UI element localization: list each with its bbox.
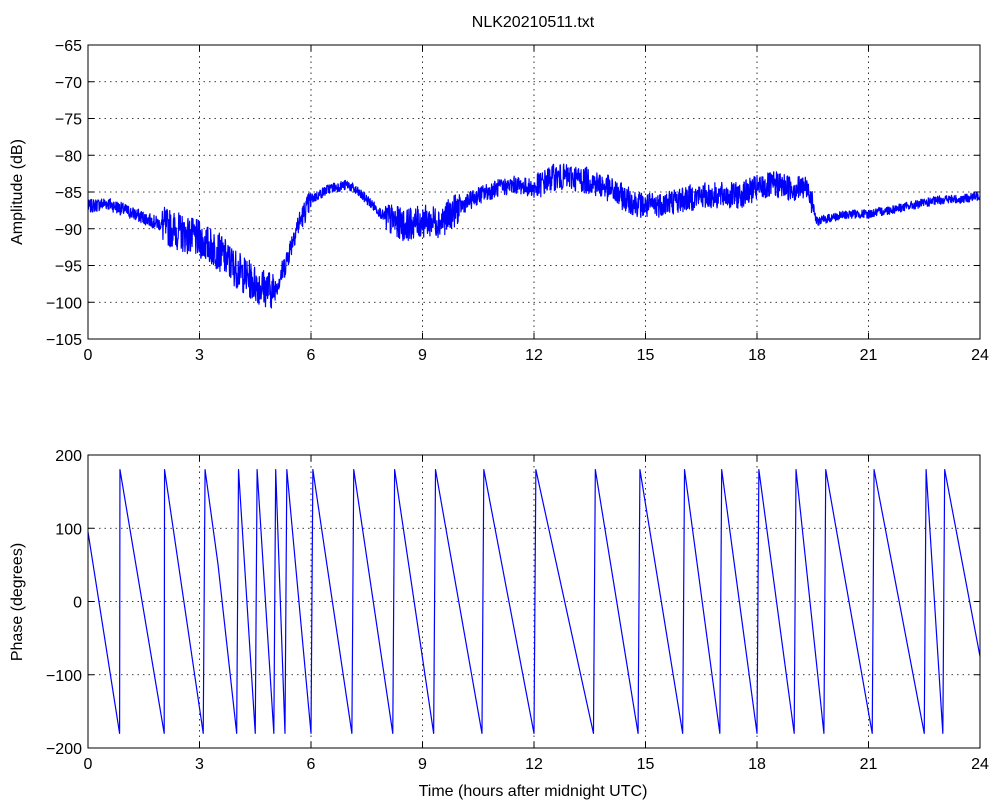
phase-x-tick-label: 21 <box>860 756 878 773</box>
amplitude-grid <box>88 45 980 339</box>
phase-y-tick-label: −100 <box>46 668 82 685</box>
amplitude-x-tick-label: 3 <box>195 347 204 364</box>
phase-panel: Phase (degrees) Time (hours after midnig… <box>9 448 989 800</box>
phase-x-tick-label: 18 <box>748 756 766 773</box>
amplitude-y-tick-label: −105 <box>46 332 82 349</box>
amplitude-x-tick-label: 24 <box>971 347 989 364</box>
phase-axes: 0 3 6 9 12 15 18 21 24 −200 −100 0 100 200 <box>46 448 989 773</box>
amplitude-y-tick-label: −65 <box>55 38 82 55</box>
amplitude-axes: 0 3 6 9 12 15 18 21 24 −105 −100 −95 −90 −85 −80 −75 −70… <box>46 38 989 364</box>
amplitude-y-tick-label: −80 <box>55 148 82 165</box>
phase-y-tick-label: 200 <box>55 448 82 465</box>
amplitude-x-tick-label: 0 <box>84 347 93 364</box>
amplitude-plot-area <box>87 163 981 309</box>
amplitude-x-tick-label: 9 <box>418 347 427 364</box>
phase-x-tick-label: 6 <box>307 756 316 773</box>
phase-x-tick-label: 24 <box>971 756 989 773</box>
phase-x-tick-label: 3 <box>195 756 204 773</box>
amplitude-y-tick-label: −100 <box>46 295 82 312</box>
amplitude-y-tick-label: −75 <box>55 112 82 129</box>
amplitude-y-tick-label: −90 <box>55 222 82 239</box>
phase-y-tick-label: 0 <box>73 595 82 612</box>
amplitude-panel: NLK20210511.txt Amplitude (dB) 0 3 6 9 12 15 1… <box>9 14 989 364</box>
phase-x-tick-label: 12 <box>525 756 543 773</box>
phase-plot-area <box>87 469 981 734</box>
chart-title: NLK20210511.txt <box>472 14 595 31</box>
phase-x-tick-label: 9 <box>418 756 427 773</box>
amplitude-series-line <box>87 163 981 309</box>
phase-x-tick-label: 0 <box>84 756 93 773</box>
amplitude-y-tick-label: −85 <box>55 185 82 202</box>
amplitude-y-axis-label: Amplitude (dB) <box>9 139 26 245</box>
amplitude-x-tick-label: 18 <box>748 347 766 364</box>
amplitude-x-tick-label: 15 <box>637 347 655 364</box>
phase-y-tick-label: −200 <box>46 741 82 758</box>
phase-series-line <box>87 469 981 734</box>
amplitude-x-tick-label: 6 <box>307 347 316 364</box>
phase-y-tick-label: 100 <box>55 521 82 538</box>
amplitude-x-tick-label: 21 <box>860 347 878 364</box>
phase-y-axis-label: Phase (degrees) <box>9 543 26 661</box>
amplitude-x-tick-label: 12 <box>525 347 543 364</box>
amplitude-y-tick-label: −95 <box>55 259 82 276</box>
phase-x-tick-label: 15 <box>637 756 655 773</box>
time-x-axis-label: Time (hours after midnight UTC) <box>419 783 648 800</box>
amplitude-y-tick-label: −70 <box>55 75 82 92</box>
